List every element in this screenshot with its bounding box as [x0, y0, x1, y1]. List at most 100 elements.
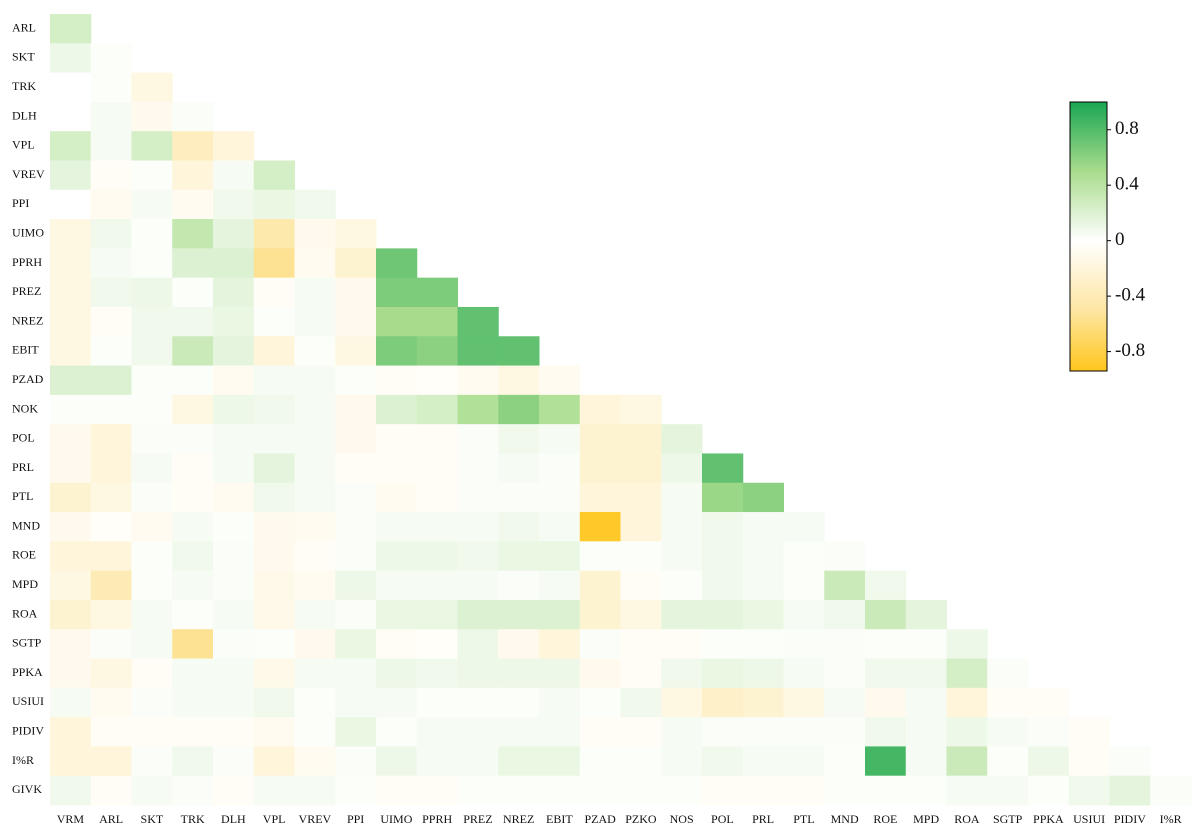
heatmap-cell — [213, 189, 255, 220]
heatmap-cell — [783, 599, 825, 630]
heatmap-cell — [987, 687, 1029, 718]
heatmap-cell — [416, 717, 458, 747]
heatmap-cell — [905, 687, 947, 718]
column-label: PRL — [752, 812, 774, 826]
heatmap-cell — [783, 512, 825, 542]
heatmap-cell — [294, 219, 336, 249]
colorbar-tick-label: 0.8 — [1115, 118, 1139, 139]
column-label: MND — [831, 812, 859, 826]
column-label: POL — [711, 812, 734, 826]
heatmap-cell — [50, 394, 92, 425]
heatmap-cell — [90, 131, 132, 161]
heatmap-cell — [90, 394, 132, 425]
heatmap-cell — [457, 424, 499, 454]
heatmap-cell — [172, 658, 214, 689]
heatmap-cell — [90, 717, 132, 747]
heatmap-cell — [131, 453, 173, 484]
heatmap-cell — [1028, 687, 1070, 718]
heatmap-cell — [1068, 717, 1110, 747]
row-label: NREZ — [12, 313, 43, 327]
column-label: VPL — [263, 812, 286, 826]
heatmap-cell — [50, 306, 92, 337]
row-label: USIUI — [12, 694, 44, 708]
heatmap-cell — [620, 717, 662, 747]
heatmap-cell — [742, 512, 784, 542]
heatmap-cell — [498, 687, 540, 718]
heatmap-cell — [50, 541, 92, 572]
heatmap-cell — [539, 541, 581, 572]
heatmap-cell — [539, 629, 581, 660]
row-label: EBIT — [12, 343, 39, 357]
heatmap-cell — [579, 658, 621, 689]
heatmap-cell — [131, 365, 173, 396]
heatmap-cell — [50, 277, 92, 308]
row-label: PTL — [12, 489, 33, 503]
heatmap-cell — [131, 306, 173, 337]
heatmap-cell — [620, 512, 662, 542]
heatmap-cell — [457, 629, 499, 660]
heatmap-cell — [376, 512, 418, 542]
heatmap-cell — [376, 453, 418, 484]
heatmap-cell — [946, 717, 988, 747]
heatmap-cell — [131, 717, 173, 747]
heatmap-cell — [661, 541, 703, 572]
heatmap-cell — [498, 746, 540, 777]
heatmap-cell — [294, 365, 336, 396]
heatmap-cell — [905, 717, 947, 747]
heatmap-cell — [498, 717, 540, 747]
heatmap-cell — [742, 482, 784, 513]
heatmap-cell — [742, 570, 784, 601]
heatmap-cell — [416, 365, 458, 396]
heatmap-cell — [253, 775, 295, 806]
heatmap-cell — [376, 570, 418, 601]
heatmap-cell — [50, 219, 92, 249]
heatmap-cell — [213, 541, 255, 572]
heatmap-cell — [702, 775, 744, 806]
heatmap-cell — [253, 277, 295, 308]
heatmap-cell — [172, 599, 214, 630]
heatmap-cell — [294, 306, 336, 337]
heatmap-cell — [213, 512, 255, 542]
row-label: PREZ — [12, 284, 41, 298]
heatmap-cell — [335, 629, 377, 660]
heatmap-cell — [335, 306, 377, 337]
heatmap-cell — [294, 775, 336, 806]
heatmap-cell — [50, 365, 92, 396]
column-label: DLH — [221, 812, 246, 826]
column-label: SKT — [141, 812, 164, 826]
heatmap-cell — [376, 541, 418, 572]
heatmap-cell — [498, 512, 540, 542]
heatmap-cell — [416, 775, 458, 806]
heatmap-cell — [783, 629, 825, 660]
heatmap-cell — [905, 599, 947, 630]
colorbar — [1069, 101, 1108, 372]
heatmap-cell — [661, 512, 703, 542]
heatmap-cell — [1028, 775, 1070, 806]
heatmap-cell — [253, 599, 295, 630]
row-label: ARL — [12, 20, 36, 34]
heatmap-cell — [539, 570, 581, 601]
column-label: TRK — [181, 812, 205, 826]
heatmap-cell — [335, 717, 377, 747]
heatmap-cell — [131, 658, 173, 689]
heatmap-cell — [131, 160, 173, 191]
heatmap-cell — [90, 775, 132, 806]
heatmap-cell — [213, 453, 255, 484]
heatmap-cell — [702, 717, 744, 747]
heatmap-cell — [661, 775, 703, 806]
column-label: VRM — [57, 812, 85, 826]
column-label: PPKA — [1033, 812, 1064, 826]
heatmap-cell — [213, 482, 255, 513]
heatmap-cell — [457, 365, 499, 396]
heatmap-cell — [620, 599, 662, 630]
heatmap-cell — [131, 72, 173, 103]
heatmap-cell — [335, 570, 377, 601]
column-label: UIMO — [380, 812, 412, 826]
heatmap-cell — [131, 570, 173, 601]
heatmap-cell — [783, 658, 825, 689]
row-label: MPD — [12, 577, 38, 591]
heatmap-cell — [376, 394, 418, 425]
heatmap-cell — [50, 43, 92, 74]
heatmap-cell — [50, 453, 92, 484]
heatmap-cell — [457, 512, 499, 542]
